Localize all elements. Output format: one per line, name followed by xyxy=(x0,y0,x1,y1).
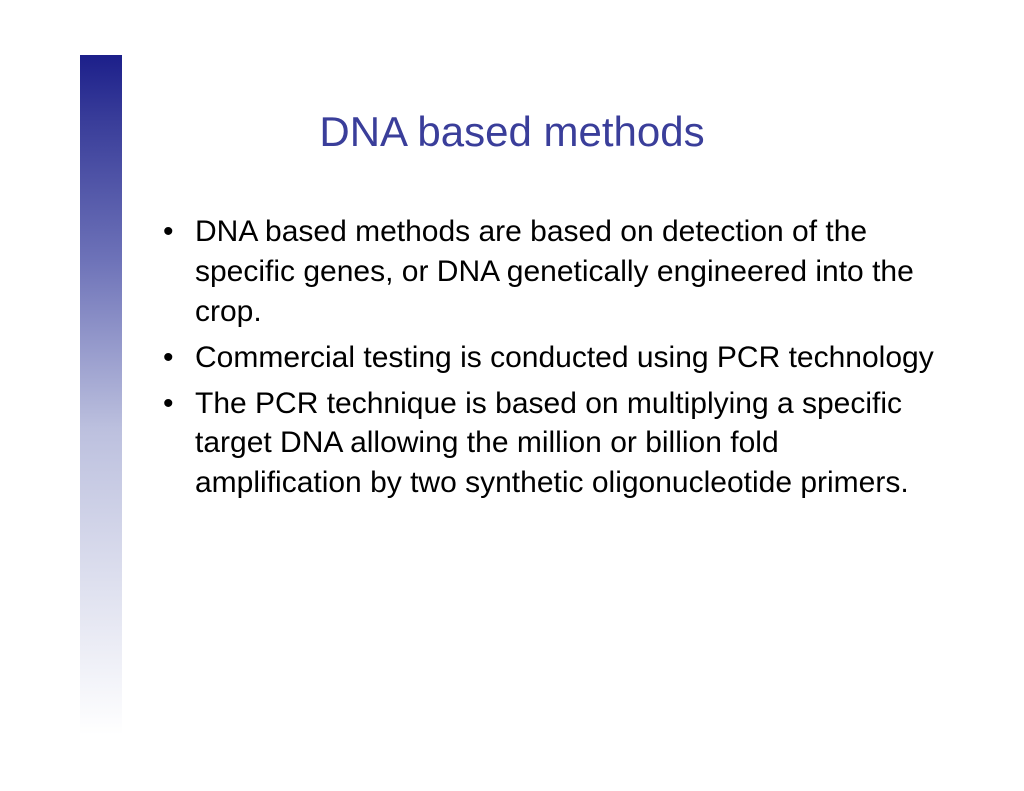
bullet-list: DNA based methods are based on detection… xyxy=(155,212,935,503)
bullet-item: DNA based methods are based on detection… xyxy=(155,212,935,332)
slide-body: DNA based methods are based on detection… xyxy=(155,212,935,509)
bullet-item: Commercial testing is conducted using PC… xyxy=(155,338,935,378)
accent-gradient-bar xyxy=(80,55,122,735)
slide-title: DNA based methods xyxy=(0,108,1024,156)
bullet-item: The PCR technique is based on multiplyin… xyxy=(155,384,935,504)
